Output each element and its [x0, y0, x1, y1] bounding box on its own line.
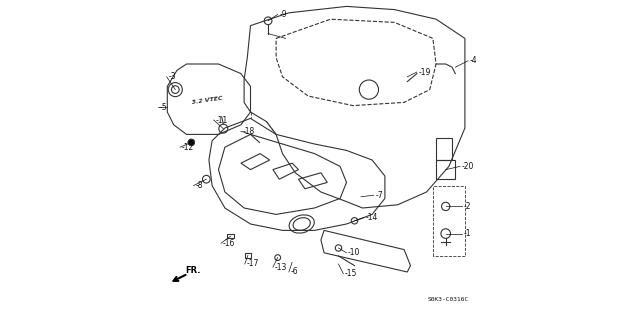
Text: -18: -18: [243, 127, 255, 136]
Text: 3.2 VTEC: 3.2 VTEC: [191, 96, 223, 106]
Text: -20: -20: [462, 162, 474, 171]
Text: -5: -5: [159, 103, 167, 112]
Text: -15: -15: [345, 269, 357, 278]
Text: -7: -7: [376, 191, 383, 200]
Text: -17: -17: [247, 260, 259, 268]
Text: S0K3-C0316C: S0K3-C0316C: [428, 297, 469, 302]
Text: -14: -14: [365, 213, 378, 222]
Text: FR.: FR.: [185, 266, 201, 275]
Text: -8: -8: [195, 181, 203, 190]
Text: -4: -4: [470, 56, 477, 65]
Text: -11: -11: [215, 116, 228, 124]
Text: -1: -1: [464, 229, 470, 238]
Text: -6: -6: [291, 268, 298, 276]
Text: -12: -12: [182, 143, 194, 152]
Circle shape: [188, 139, 194, 146]
Text: -13: -13: [274, 263, 287, 272]
Text: -19: -19: [418, 68, 431, 76]
Text: -3: -3: [169, 72, 176, 81]
Text: -9: -9: [279, 10, 287, 19]
Text: -16: -16: [223, 239, 235, 248]
Text: -10: -10: [348, 248, 360, 257]
Text: -2: -2: [464, 202, 470, 211]
